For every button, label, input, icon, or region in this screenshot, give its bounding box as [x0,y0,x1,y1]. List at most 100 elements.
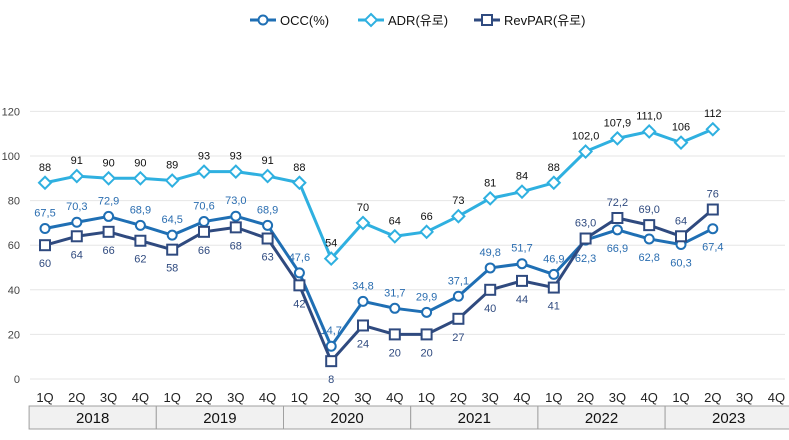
data-point [69,168,85,184]
data-label: 68 [230,240,242,252]
data-point [546,175,562,191]
y-tick-label: 20 [8,329,20,341]
data-point [548,268,560,280]
data-label: 42 [293,298,305,310]
y-tick-label: 40 [8,285,20,297]
x-tick-label: 3Q [100,390,117,405]
data-label: 69,0 [638,204,659,216]
data-label: 91 [261,155,273,167]
data-label: 66,9 [607,243,628,255]
x-tick-label: 2Q [704,390,721,405]
year-cell [664,405,789,430]
data-label: 54 [325,238,337,250]
data-label: 64 [389,215,401,227]
data-label: 111,0 [636,110,662,122]
data-point [420,328,433,341]
y-tick-label: 80 [8,196,20,208]
data-label: 81 [484,177,496,189]
data-point [706,203,719,216]
x-tick-label: 1Q [545,390,562,405]
data-label: 44 [516,294,528,306]
x-tick-label: 2Q [450,390,467,405]
x-tick-label: 4Q [259,390,276,405]
data-point [70,230,83,243]
data-label: 70 [357,202,369,214]
data-point [102,225,115,238]
data-label: 62,8 [638,252,659,264]
data-label: 29,9 [416,291,437,303]
data-point [516,258,528,270]
data-label: 37,1 [448,275,469,287]
data-point [357,319,369,332]
data-label: 63,0 [575,218,596,230]
data-point [325,340,337,352]
year-label: 2019 [203,410,236,427]
data-point [355,215,371,231]
data-point [325,355,338,368]
y-tick-label: 100 [2,151,20,163]
data-label: 60 [39,258,51,270]
y-tick-label: 120 [2,106,20,118]
data-point [609,130,625,146]
data-point [611,224,623,236]
x-tick-label: 2Q [195,390,212,405]
data-label: 102,0 [572,131,600,143]
data-point [452,312,465,325]
data-label: 93 [230,151,242,163]
data-point [293,267,305,279]
data-label: 72,9 [98,195,119,207]
data-label: 31,7 [384,287,405,299]
data-label: 88 [293,162,305,174]
data-point [196,164,212,180]
series-line [44,208,714,363]
data-point [261,232,274,245]
data-point [166,229,178,241]
data-point [516,274,528,287]
x-tick-label: 3Q [227,390,244,405]
data-label: 40 [484,303,496,315]
data-point [641,124,657,139]
data-label: 60,3 [670,258,691,270]
x-tick-label: 4Q [768,390,785,405]
data-point [164,173,180,188]
data-label: 90 [102,157,114,169]
data-point [482,190,498,206]
data-label: 66 [198,245,210,257]
data-label: 63 [261,252,273,264]
x-tick-label: 1Q [672,390,689,405]
data-labels: 67,5 70,3 72,9 68,9 64,5 70,6 73,0 68,9 47,6 14,7… [34,108,723,386]
data-label: 70,6 [193,201,214,213]
legend-marker [257,14,269,26]
data-label: 58 [166,263,178,275]
x-tick-label: 2Q [323,390,340,405]
data-label: 8 [328,374,334,386]
data-label: 46,9 [543,253,564,265]
data-label: 41 [548,301,560,313]
data-point [452,290,464,302]
data-point [229,221,242,234]
data-point [134,234,147,247]
data-point [578,144,594,159]
data-label: 72,2 [607,197,628,209]
data-label: 62 [134,254,146,266]
x-tick-label: 4Q [641,390,658,405]
data-point [230,210,242,222]
data-point [166,243,179,256]
data-point [132,170,148,186]
x-tick-label: 2Q [577,390,594,405]
x-tick-label: 1Q [291,390,308,405]
x-tick-label: 1Q [418,390,435,405]
data-point [103,210,115,222]
data-point [260,168,276,184]
data-label: 88 [548,162,560,174]
data-label: 20 [420,347,432,359]
data-point [39,239,51,252]
data-label: 93 [198,151,210,163]
data-point [323,251,339,266]
x-axis: 1Q 2Q 3Q 4Q 1Q 2Q 3Q 4Q 1Q 2Q 3Q 4Q 1Q 2Q 3Q 4Q 1Q 2Q 3Q 4Q… [28,390,789,430]
data-point [101,170,117,186]
y-axis: 0 20 40 60 80 100 120 [2,106,20,386]
data-point [71,216,83,228]
data-point [643,219,656,232]
data-label: 91 [71,155,83,167]
